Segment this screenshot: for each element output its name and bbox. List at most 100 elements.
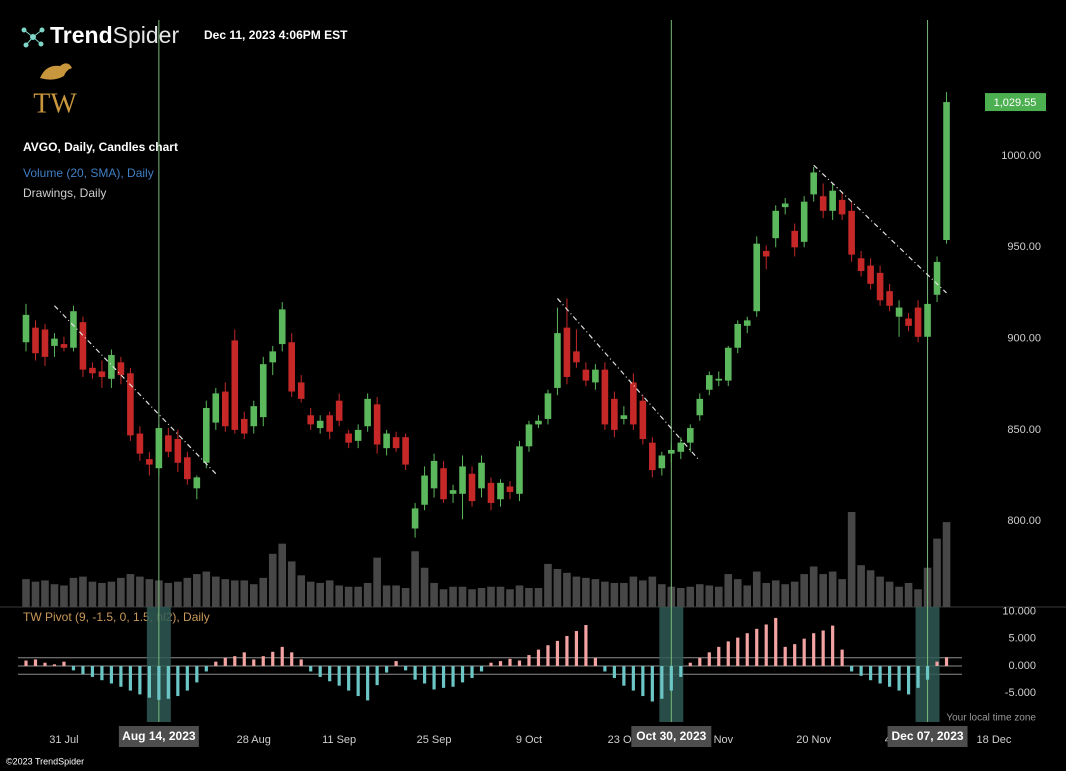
pivot-bar: [347, 666, 351, 691]
x-tick-label: 31 Jul: [49, 734, 78, 746]
pivot-bar: [698, 657, 702, 667]
volume-bar: [363, 582, 372, 607]
pivot-bar: [185, 666, 189, 691]
volume-bar: [22, 579, 30, 607]
pivot-bar: [261, 656, 265, 667]
trendline: [556, 298, 701, 462]
volume-bar: [563, 572, 571, 607]
pivot-tick-label: 5.000: [1008, 633, 1036, 645]
candle-body: [269, 351, 277, 363]
candle-body: [383, 433, 390, 449]
volume-bar: [790, 581, 799, 607]
pivot-bar: [404, 666, 408, 671]
candle-body: [677, 442, 685, 452]
pivot-bar: [252, 659, 256, 667]
candle-body: [307, 415, 314, 425]
pivot-bar: [859, 666, 863, 676]
x-tick-label: 9 Oct: [516, 734, 542, 746]
pivot-bar: [356, 666, 360, 697]
volume-bar: [534, 588, 543, 607]
pivot-bar: [574, 631, 579, 667]
pivot-bar: [451, 666, 455, 687]
pivot-bar: [394, 661, 398, 667]
volume-bar: [895, 586, 903, 607]
pivot-bar: [280, 646, 284, 667]
pivot-bar: [109, 666, 114, 684]
y-tick-label: 850.00: [1007, 424, 1041, 436]
candle-body: [136, 433, 144, 454]
candle-body: [335, 400, 343, 421]
pivot-bar: [33, 659, 38, 667]
volume-bar: [525, 588, 533, 607]
candle-body: [373, 404, 381, 445]
candle-body: [601, 369, 609, 425]
pivot-bar: [707, 652, 711, 667]
pivot-bar: [812, 633, 816, 667]
pivot-bar: [726, 641, 730, 667]
pivot-tick-label: 10.000: [1002, 605, 1036, 617]
pivot-bar: [138, 666, 142, 695]
volume-bar: [582, 577, 590, 607]
pivot-bar: [821, 630, 825, 667]
chart-title: AVGO, Daily, Candles chart: [23, 140, 178, 154]
volume-bar: [942, 522, 951, 607]
volume-bar: [354, 586, 362, 607]
volume-bar: [601, 581, 609, 607]
pivot-bar: [669, 666, 673, 691]
candle-body: [449, 490, 457, 494]
timezone-note: Your local time zone: [946, 713, 1036, 724]
pivot-bar: [432, 666, 436, 690]
volume-bar: [41, 580, 49, 607]
pivot-bar: [147, 666, 151, 698]
candle-body: [354, 429, 362, 441]
timestamp: Dec 11, 2023 4:06PM EST: [204, 28, 348, 42]
volume-bar: [259, 577, 268, 607]
candle-body: [487, 482, 495, 503]
volume-bar: [344, 586, 353, 607]
candle-body: [781, 203, 789, 208]
pivot-bar: [479, 666, 484, 672]
tw-logo: TW: [33, 63, 77, 119]
drawings-title: Drawings, Daily: [23, 186, 106, 200]
volume-bar: [202, 571, 211, 607]
candle-body: [649, 442, 656, 471]
pivot-bar: [337, 666, 341, 686]
candle-body: [184, 457, 191, 480]
candle-body: [22, 314, 30, 343]
brand-bold: Trend: [50, 22, 113, 48]
volume-bar: [69, 577, 78, 607]
candle-body: [857, 258, 865, 272]
volume-bar: [610, 582, 619, 607]
candle-body: [914, 307, 922, 337]
candle-body: [497, 482, 504, 500]
volume-bar: [648, 576, 657, 607]
pivot-tick-label: 0.000: [1008, 660, 1036, 672]
volume-bar: [79, 576, 87, 607]
volume-bar: [553, 569, 562, 607]
volume-bar: [876, 576, 884, 607]
last-price-box: [985, 93, 1046, 112]
candle-body: [259, 364, 267, 418]
volume-bar: [544, 563, 552, 607]
candle-body: [525, 424, 533, 447]
volume-bar: [145, 579, 154, 607]
volume-bar: [857, 565, 865, 607]
volume-bar: [88, 581, 97, 607]
candle-body: [554, 333, 561, 388]
volume-bar: [885, 581, 894, 607]
candle-body: [668, 449, 675, 454]
volume-bar: [249, 584, 258, 607]
pivot-title: TW Pivot (9, -1.5, 0, 1.5, hl2), Daily: [23, 610, 210, 624]
volume-bar: [724, 574, 733, 607]
pivot-bar: [309, 666, 313, 672]
candle-body: [250, 406, 258, 427]
candle-body: [620, 415, 628, 419]
candle-body: [943, 102, 950, 241]
candle-body: [592, 369, 599, 383]
candle-body: [658, 455, 666, 469]
candle-body: [743, 320, 751, 326]
volume-bar: [174, 581, 182, 607]
pivot-bar: [508, 658, 512, 667]
volume-bar: [506, 589, 514, 607]
